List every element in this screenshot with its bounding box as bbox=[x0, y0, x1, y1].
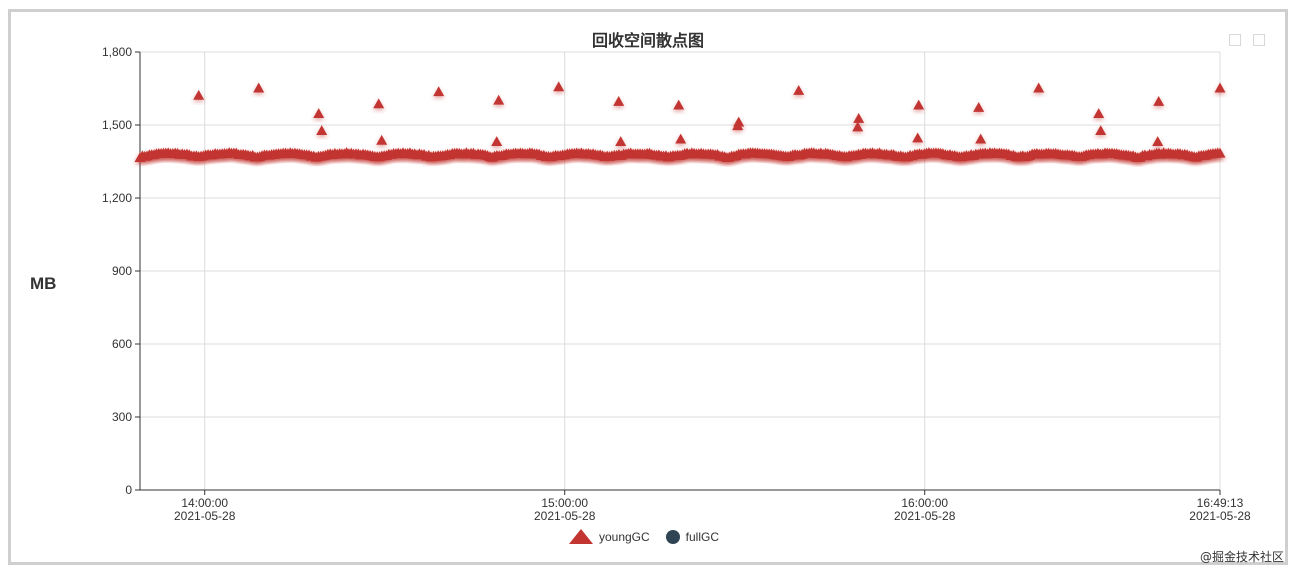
younggc-point bbox=[313, 108, 325, 119]
younggc-point bbox=[613, 95, 625, 106]
watermark: @掘金技术社区 bbox=[1199, 550, 1284, 564]
younggc-point bbox=[1214, 147, 1226, 158]
triangle-icon bbox=[568, 529, 593, 544]
younggc-point bbox=[673, 99, 685, 110]
younggc-point bbox=[373, 98, 385, 109]
younggc-point bbox=[793, 84, 805, 95]
y-tick-label: 600 bbox=[112, 337, 132, 351]
x-tick-label-date: 2021-05-28 bbox=[534, 509, 596, 523]
younggc-point bbox=[491, 136, 503, 146]
y-tick-label: 300 bbox=[112, 410, 132, 424]
zoom-icon[interactable] bbox=[1229, 34, 1241, 46]
restore-icon[interactable] bbox=[1253, 34, 1265, 46]
y-tick-label: 0 bbox=[125, 483, 132, 497]
younggc-point bbox=[732, 120, 744, 131]
x-tick-label-time: 16:00:00 bbox=[901, 496, 948, 510]
legend-label-fullgc: fullGC bbox=[685, 529, 720, 544]
legend: youngGC fullGC bbox=[0, 529, 1296, 544]
younggc-point bbox=[1095, 125, 1107, 136]
younggc-point bbox=[493, 94, 505, 105]
x-tick-label-date: 2021-05-28 bbox=[894, 509, 956, 523]
younggc-point bbox=[912, 132, 924, 143]
younggc-point bbox=[615, 136, 627, 146]
x-tick-label-time: 16:49:13 bbox=[1197, 496, 1244, 510]
younggc-point bbox=[316, 125, 328, 136]
y-tick-label: 1,500 bbox=[102, 118, 132, 132]
y-tick-label: 900 bbox=[112, 264, 132, 278]
younggc-point bbox=[1214, 82, 1226, 93]
younggc-point bbox=[376, 134, 388, 145]
younggc-point bbox=[1152, 136, 1164, 146]
younggc-point bbox=[433, 86, 445, 97]
younggc-point bbox=[1153, 95, 1165, 106]
younggc-point bbox=[973, 102, 985, 112]
y-tick-label: 1,800 bbox=[102, 45, 132, 59]
legend-label-younggc: youngGC bbox=[598, 529, 650, 544]
younggc-point bbox=[852, 121, 864, 132]
x-tick-label-date: 2021-05-28 bbox=[174, 509, 236, 523]
younggc-point bbox=[975, 133, 987, 144]
legend-item-younggc[interactable]: youngGC bbox=[568, 529, 650, 544]
x-tick-label-time: 15:00:00 bbox=[541, 496, 588, 510]
younggc-point bbox=[675, 133, 687, 144]
younggc-point bbox=[853, 112, 865, 123]
x-tick-label-date: 2021-05-28 bbox=[1189, 509, 1251, 523]
toolbox bbox=[1229, 34, 1265, 46]
y-axis-label: MB bbox=[30, 274, 57, 293]
x-tick-label-time: 14:00:00 bbox=[181, 496, 228, 510]
younggc-point bbox=[1033, 82, 1045, 93]
legend-item-fullgc[interactable]: fullGC bbox=[665, 529, 720, 544]
younggc-point bbox=[553, 81, 565, 92]
younggc-point bbox=[913, 99, 925, 110]
chart-frame: 回收空间散点图 bbox=[8, 9, 1288, 565]
y-tick-label: 1,200 bbox=[102, 191, 132, 205]
chart-title: 回收空间散点图 bbox=[591, 31, 704, 50]
younggc-point bbox=[1093, 108, 1105, 119]
younggc-point bbox=[193, 89, 205, 100]
younggc-point bbox=[253, 82, 265, 93]
circle-icon bbox=[665, 529, 680, 544]
